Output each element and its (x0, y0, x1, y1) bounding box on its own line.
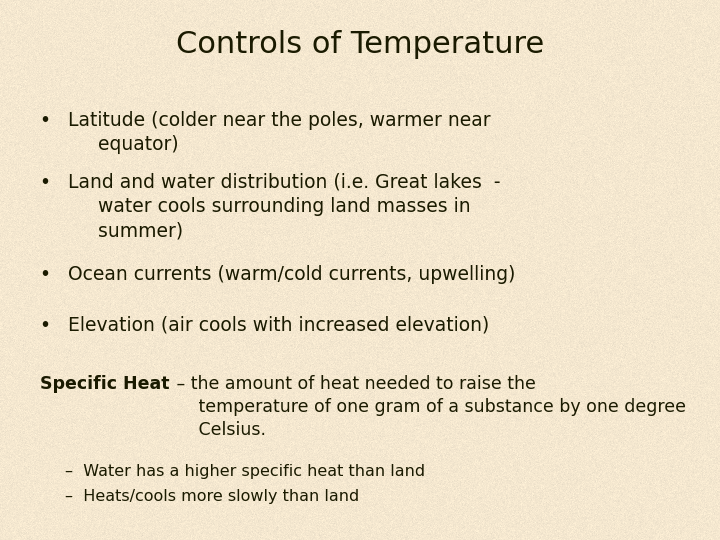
Text: Specific Heat: Specific Heat (40, 375, 169, 393)
Text: •: • (40, 173, 50, 192)
Text: •: • (40, 111, 50, 130)
Text: •: • (40, 316, 50, 335)
Text: –  Heats/cools more slowly than land: – Heats/cools more slowly than land (65, 489, 359, 504)
Text: Land and water distribution (i.e. Great lakes  -
     water cools surrounding la: Land and water distribution (i.e. Great … (68, 173, 501, 240)
Text: Latitude (colder near the poles, warmer near
     equator): Latitude (colder near the poles, warmer … (68, 111, 491, 154)
Text: Controls of Temperature: Controls of Temperature (176, 30, 544, 59)
Text: – the amount of heat needed to raise the
     temperature of one gram of a subst: – the amount of heat needed to raise the… (171, 375, 685, 439)
Text: •: • (40, 265, 50, 284)
Text: Ocean currents (warm/cold currents, upwelling): Ocean currents (warm/cold currents, upwe… (68, 265, 516, 284)
Text: –  Water has a higher specific heat than land: – Water has a higher specific heat than … (65, 464, 425, 480)
Text: Elevation (air cools with increased elevation): Elevation (air cools with increased elev… (68, 316, 490, 335)
